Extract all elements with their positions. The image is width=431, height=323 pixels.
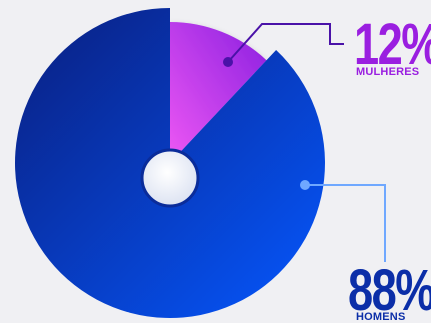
women-percent: 12% [354,12,431,77]
men-label: HOMENS [356,311,406,323]
women-leader-dot [223,57,233,67]
men-leader-dot [300,180,310,190]
women-leader-line [227,23,344,63]
slice-women [170,22,267,163]
men-leader-line [305,184,386,262]
center-hole [140,148,200,208]
men-percent: 88% [348,258,431,323]
women-label: MULHERES [356,66,420,78]
